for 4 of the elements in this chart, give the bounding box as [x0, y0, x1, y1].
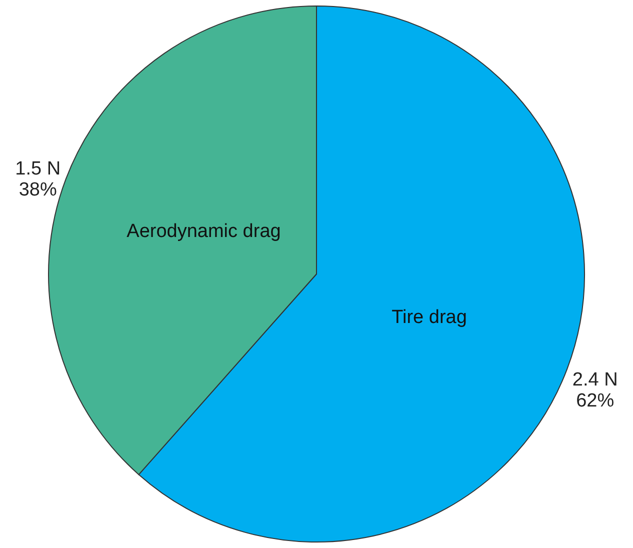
slice-label: Aerodynamic drag [126, 221, 281, 242]
slice-label: Tire drag [392, 306, 467, 328]
data-label: 2.4 N 62% [572, 370, 618, 412]
data-label: 1.5 N 38% [15, 158, 61, 200]
